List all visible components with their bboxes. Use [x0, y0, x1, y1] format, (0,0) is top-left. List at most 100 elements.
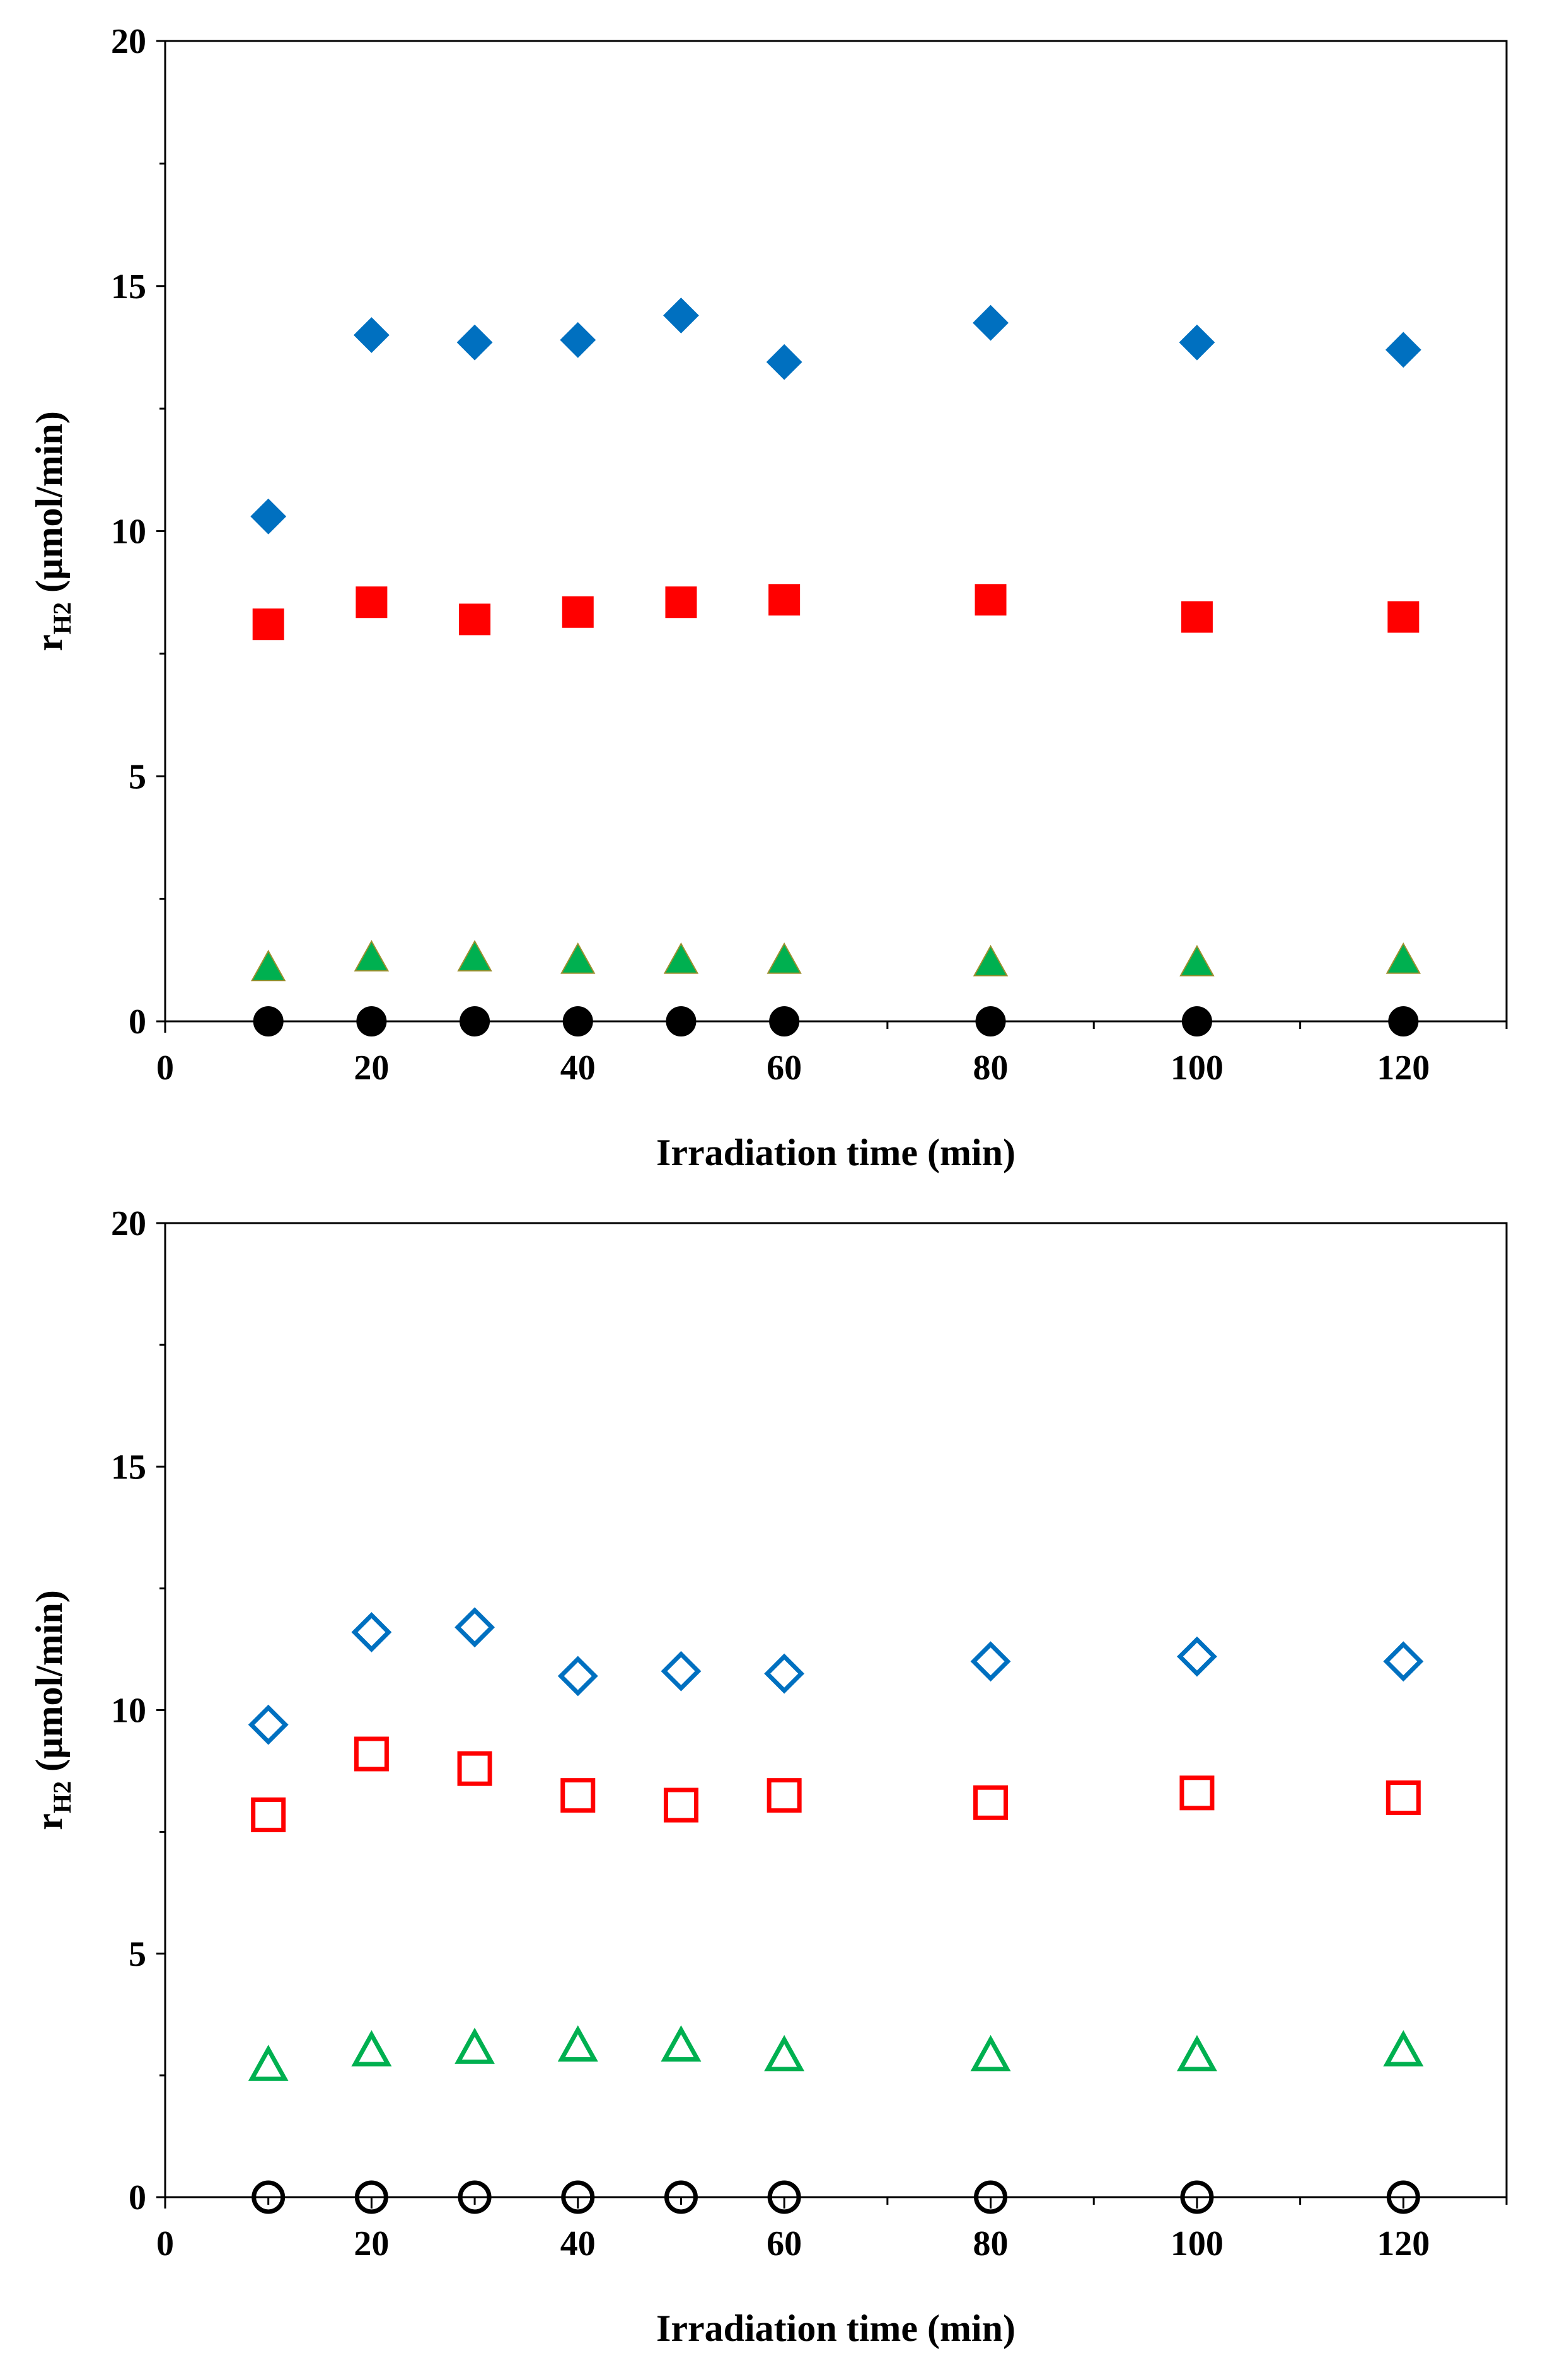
- circle-point: [561, 2180, 595, 2214]
- plot-area-frame: [164, 40, 1508, 1023]
- diamond-point: [1385, 332, 1421, 368]
- series-diamond: [248, 1607, 1424, 1745]
- diamond-point: [353, 317, 390, 353]
- series-triangle: [248, 2025, 1424, 2081]
- diamond-point: [250, 498, 287, 535]
- square-point: [975, 584, 1007, 616]
- square-point: [251, 1797, 286, 1833]
- circle-point: [562, 1006, 593, 1036]
- square-point: [1387, 601, 1420, 633]
- y-tick-label: 15: [111, 1448, 146, 1487]
- circle-point: [1181, 1006, 1212, 1036]
- triangle-point: [457, 939, 492, 972]
- circle-point: [666, 1006, 697, 1036]
- square-point: [252, 608, 284, 641]
- triangle-point: [970, 2035, 1011, 2072]
- diamond-point: [661, 1651, 702, 1692]
- bottom-chart-panel: 0 5 10 15 20 0 20 40 60 80 100 120 Irradiation time …: [28, 1204, 1508, 2349]
- square-point: [1181, 601, 1213, 633]
- diamond-point: [557, 1656, 598, 1697]
- x-tick-label: 0: [156, 1048, 174, 1088]
- diamond-point: [973, 305, 1009, 341]
- y-tick-label: 0: [129, 1002, 146, 1042]
- x-tick-label: 80: [973, 1048, 1009, 1088]
- circle-point: [767, 2180, 801, 2214]
- triangle-point: [663, 942, 699, 974]
- x-axis-title: Irradiation time (min): [656, 2307, 1016, 2349]
- series-diamond: [250, 297, 1421, 535]
- y-axis-title-main: r: [28, 1813, 70, 1830]
- y-axis-title-subscript: H2: [48, 602, 76, 634]
- diamond-point: [663, 297, 699, 334]
- x-tick-label: 40: [560, 2224, 596, 2263]
- diamond-point: [1383, 1641, 1424, 1682]
- circle-point: [354, 2180, 388, 2214]
- x-tick-label: 60: [767, 1048, 802, 1088]
- y-tick-label: 10: [111, 1692, 146, 1731]
- top-chart-panel: 0 5 10 15 20 0 20 40 60 80 100 120 Irradiation time …: [28, 22, 1508, 1173]
- series-square: [252, 584, 1420, 641]
- square-point: [356, 586, 388, 618]
- triangle-point: [454, 2028, 495, 2064]
- x-tick-label: 120: [1377, 2224, 1430, 2263]
- y-tick-label: 0: [129, 2178, 146, 2217]
- circle-point: [1180, 2180, 1214, 2214]
- y-tick-label: 5: [129, 757, 146, 796]
- circle-point: [974, 2180, 1008, 2214]
- y-axis-title-unit: (µmol/min): [28, 1590, 70, 1781]
- series-circle: [253, 1006, 1419, 1036]
- triangle-point: [560, 942, 596, 974]
- triangle-point: [764, 2035, 805, 2072]
- square-point: [973, 1785, 1009, 1820]
- x-tick-label: 40: [560, 1048, 596, 1088]
- circle-point: [664, 2180, 698, 2214]
- triangle-point: [354, 939, 390, 972]
- triangle-point: [1176, 2035, 1217, 2072]
- diamond-point: [766, 344, 802, 380]
- diamond-point: [248, 1704, 289, 1745]
- y-axis-title-unit: (µmol/min): [28, 411, 70, 602]
- y-axis-title-main: r: [28, 634, 70, 651]
- square-point: [665, 586, 697, 618]
- x-tick-label: 120: [1377, 1048, 1430, 1088]
- plot-area-frame: [164, 1222, 1508, 2198]
- diamond-point: [560, 322, 596, 358]
- y-tick-label: 5: [129, 1935, 146, 1974]
- square-point: [1179, 1775, 1215, 1811]
- triangle-point: [661, 2025, 702, 2062]
- square-point: [459, 603, 491, 636]
- diamond-point: [454, 1607, 495, 1648]
- square-point: [354, 1736, 389, 1772]
- circle-point: [1388, 1006, 1419, 1036]
- diamond-point: [456, 324, 493, 361]
- square-point: [457, 1751, 492, 1786]
- diamond-point: [764, 1653, 805, 1694]
- triangle-point: [1386, 942, 1421, 974]
- square-point: [562, 596, 594, 628]
- diamond-point: [1176, 1636, 1217, 1677]
- y-tick-label: 20: [111, 1204, 146, 1243]
- square-point: [663, 1787, 698, 1823]
- y-axis-title: rH2 (µmol/min): [28, 1590, 76, 1830]
- circle-point: [253, 1006, 284, 1036]
- square-point: [1386, 1780, 1421, 1816]
- y-tick-label: 20: [111, 22, 146, 61]
- circle-point: [356, 1006, 387, 1036]
- triangle-point: [1179, 944, 1215, 977]
- x-axis-title: Irradiation time (min): [656, 1132, 1016, 1173]
- square-point: [768, 584, 801, 616]
- series-square: [251, 1736, 1421, 1833]
- square-point: [560, 1778, 596, 1813]
- triangle-point: [973, 944, 1009, 977]
- diamond-point: [351, 1611, 392, 1652]
- triangle-point: [557, 2025, 598, 2062]
- y-axis-title: rH2 (µmol/min): [28, 411, 76, 651]
- x-tick-label: 20: [354, 1048, 389, 1088]
- x-tick-label: 0: [156, 2224, 174, 2263]
- circle-point: [252, 2180, 286, 2214]
- triangle-point: [248, 2045, 289, 2081]
- circle-point: [975, 1006, 1006, 1036]
- y-tick-label: 10: [111, 513, 146, 552]
- series-triangle: [250, 939, 1421, 982]
